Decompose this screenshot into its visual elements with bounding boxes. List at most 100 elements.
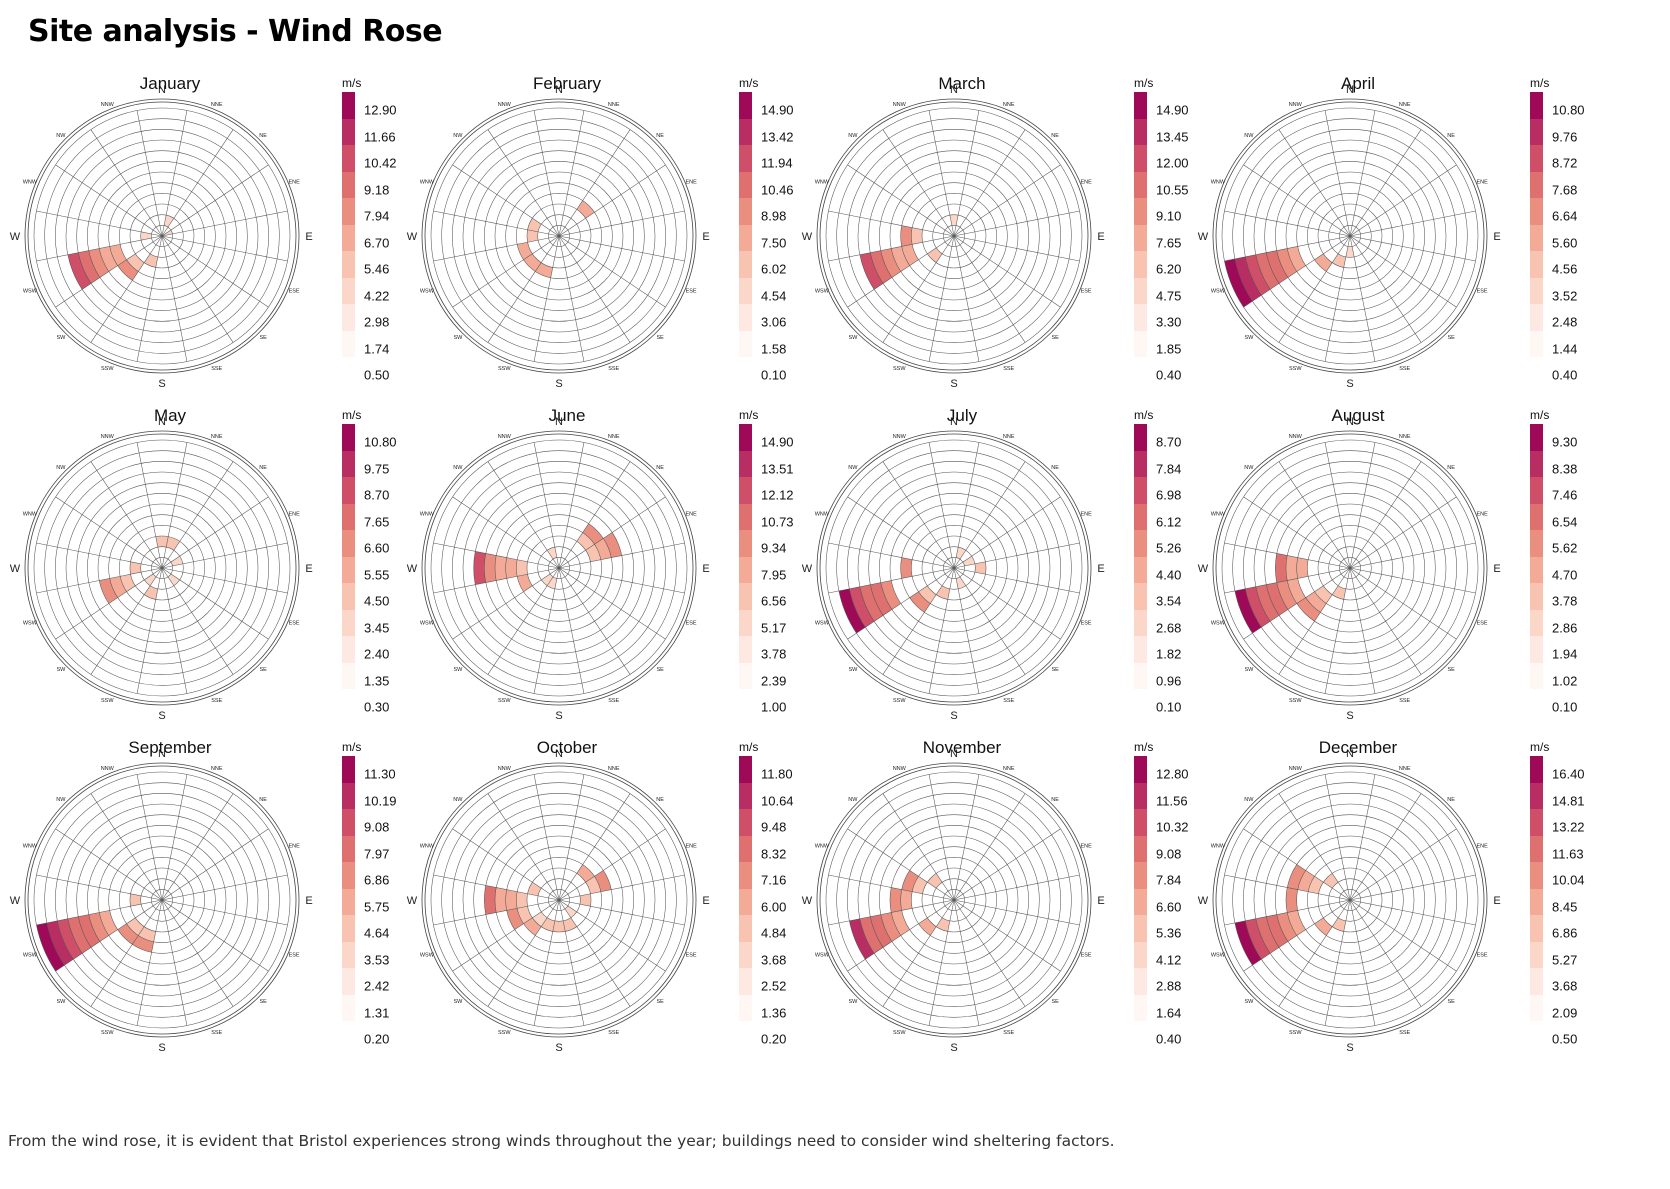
outer-ring bbox=[27, 433, 297, 703]
legend-swatch bbox=[1530, 477, 1543, 504]
grid-ring bbox=[868, 482, 1040, 654]
legend-unit: m/s bbox=[739, 408, 759, 422]
grid-spoke bbox=[1349, 874, 1476, 901]
grid-spoke bbox=[1324, 774, 1351, 901]
grid-spoke bbox=[558, 235, 631, 343]
direction-label-n: N bbox=[1346, 84, 1354, 96]
direction-label-ne: NE bbox=[1447, 465, 1455, 471]
direction-label-ne: NE bbox=[656, 465, 664, 471]
grid-spoke bbox=[433, 567, 560, 594]
grid-ring bbox=[1285, 503, 1415, 633]
legend-tick-label: 8.98 bbox=[761, 208, 787, 224]
direction-label-wnw: WNW bbox=[420, 179, 435, 185]
legend-tick-label: 3.53 bbox=[364, 952, 390, 967]
direction-label-wsw: WSW bbox=[420, 953, 435, 959]
petal-segment-wsw bbox=[99, 578, 118, 604]
direction-label-nw: NW bbox=[848, 465, 858, 471]
grid-ring bbox=[484, 825, 634, 975]
grid-spoke bbox=[558, 899, 631, 1007]
legend-tick-label: 1.82 bbox=[1156, 646, 1182, 662]
grid-ring bbox=[87, 161, 237, 311]
grid-spoke bbox=[55, 235, 163, 308]
grid-spoke bbox=[533, 899, 560, 1026]
legend-tick-label: 0.10 bbox=[1552, 699, 1578, 715]
direction-label-wnw: WNW bbox=[815, 179, 830, 185]
legend-tick-label: 3.68 bbox=[761, 952, 787, 967]
direction-label-ese: ESE bbox=[1081, 621, 1092, 627]
direction-label-ne: NE bbox=[1447, 133, 1455, 139]
grid-ring bbox=[516, 525, 602, 611]
legend-tick-label: 7.65 bbox=[1156, 235, 1182, 250]
grid-spoke bbox=[161, 899, 234, 1007]
legend-tick-label: 14.81 bbox=[1552, 793, 1585, 808]
grid-spoke bbox=[928, 442, 955, 569]
grid-ring bbox=[55, 461, 269, 675]
wind-rose-svg: N NNE NE ENE E ESE SE SSE S SSW SW WSW W WNW NW NNW bbox=[407, 84, 710, 390]
direction-label-nne: NNE bbox=[608, 434, 620, 440]
legend-unit: m/s bbox=[739, 76, 759, 90]
petal-segment-wnw bbox=[1287, 864, 1306, 890]
petal-segment-e bbox=[579, 893, 591, 907]
grid-ring bbox=[151, 557, 173, 579]
grid-spoke bbox=[1224, 542, 1351, 569]
legend-tick-label: 4.64 bbox=[364, 925, 390, 941]
legend-tick-label: 9.34 bbox=[761, 540, 787, 556]
legend-unit: m/s bbox=[1530, 740, 1550, 754]
legend-tick-label: 1.35 bbox=[364, 673, 390, 688]
petal-segment-w bbox=[1275, 553, 1288, 583]
grid-spoke bbox=[1349, 899, 1476, 926]
legend-swatch bbox=[739, 171, 752, 198]
legend-swatch bbox=[342, 224, 355, 251]
direction-label-w: W bbox=[1198, 231, 1209, 243]
legend-tick-label: 0.10 bbox=[1156, 699, 1182, 715]
direction-label-nne: NNE bbox=[608, 102, 620, 108]
legend-tick-label: 1.00 bbox=[761, 699, 787, 715]
grid-ring bbox=[65, 803, 259, 997]
outer-ring bbox=[424, 101, 694, 371]
direction-label-sse: SSE bbox=[1399, 1030, 1410, 1036]
direction-label-sse: SSE bbox=[1003, 366, 1014, 372]
grid-spoke bbox=[36, 542, 163, 569]
direction-label-nne: NNE bbox=[1399, 766, 1411, 772]
legend-tick-label: 2.39 bbox=[761, 673, 787, 688]
grid-spoke bbox=[928, 899, 955, 1026]
legend-swatch bbox=[739, 503, 752, 530]
grid-spoke bbox=[558, 828, 666, 901]
wind-rose-panel: N NNE NE ENE E ESE SE SSE S SSW SW WSW W WNW NW NNW June… bbox=[397, 402, 797, 742]
legend-swatch bbox=[1134, 304, 1147, 331]
direction-label-ssw: SSW bbox=[893, 1030, 906, 1036]
direction-label-e: E bbox=[305, 231, 312, 243]
direction-label-w: W bbox=[802, 563, 813, 575]
direction-label-ssw: SSW bbox=[498, 1030, 511, 1036]
petal-segment-wsw bbox=[1266, 250, 1288, 284]
panel-title: September bbox=[128, 738, 212, 757]
grid-ring bbox=[1275, 161, 1425, 311]
grid-ring bbox=[494, 503, 624, 633]
direction-label-nnw: NNW bbox=[893, 434, 907, 440]
outer-ring bbox=[816, 430, 1092, 706]
petal-segment-wsw bbox=[99, 910, 118, 936]
direction-label-ese: ESE bbox=[1477, 289, 1488, 295]
legend-swatch bbox=[1134, 662, 1147, 689]
petal-segment-wsw bbox=[1245, 254, 1271, 296]
legend-swatch bbox=[342, 530, 355, 557]
legend-swatch bbox=[739, 994, 752, 1021]
legend: m/s 14.90 13.42 11.94 10.46 8.98 7.50 6.02 4.54 3… bbox=[739, 70, 799, 410]
grid-spoke bbox=[1349, 235, 1476, 262]
petal-segment-s bbox=[1345, 246, 1355, 258]
petal-segment-wsw bbox=[1234, 256, 1262, 302]
legend-tick-label: 12.90 bbox=[364, 102, 397, 118]
grid-ring bbox=[1275, 825, 1425, 975]
direction-label-wsw: WSW bbox=[815, 621, 830, 627]
legend-tick-label: 7.68 bbox=[1552, 182, 1578, 197]
legend-unit: m/s bbox=[342, 76, 362, 90]
legend-swatch bbox=[1134, 477, 1147, 504]
grid-ring bbox=[921, 535, 987, 601]
grid-spoke bbox=[558, 793, 631, 901]
grid-ring bbox=[1296, 182, 1404, 290]
grid-spoke bbox=[36, 874, 163, 901]
panel-title: October bbox=[536, 738, 598, 757]
legend-swatch bbox=[342, 636, 355, 663]
petal-segment-sse bbox=[956, 576, 966, 589]
grid-ring bbox=[1317, 867, 1383, 933]
